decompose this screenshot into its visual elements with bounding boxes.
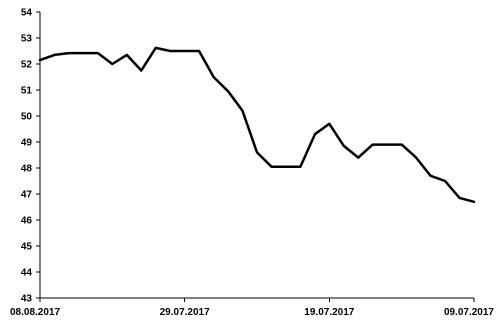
y-tick-label: 46 xyxy=(21,216,33,227)
x-tick-label: 08.08.2017 xyxy=(10,307,60,318)
y-tick-label: 44 xyxy=(21,268,33,279)
y-tick-label: 51 xyxy=(21,86,33,97)
y-tick-label: 45 xyxy=(21,242,33,253)
series-line xyxy=(38,46,476,204)
y-tick-label: 49 xyxy=(21,138,33,149)
x-tick-label: 09.07.2017 xyxy=(444,307,494,318)
series-group xyxy=(38,46,476,204)
y-tick-label: 48 xyxy=(21,164,33,175)
y-tick-label: 43 xyxy=(21,294,33,305)
x-tick-label: 19.07.2017 xyxy=(304,307,354,318)
y-tick-label: 50 xyxy=(21,112,33,123)
y-tick-label: 53 xyxy=(21,34,33,45)
y-tick-label: 52 xyxy=(21,60,33,71)
x-axis-ticks: 08.08.2017 29.07.2017 19.07.2017 09.07.2017 xyxy=(10,298,494,318)
y-tick-label: 47 xyxy=(21,190,33,201)
y-tick-label: 54 xyxy=(21,8,33,19)
axes xyxy=(39,12,474,299)
x-tick-label: 29.07.2017 xyxy=(160,307,210,318)
y-axis-ticks: 43 44 45 46 47 48 49 50 51 52 53 54 xyxy=(21,8,40,305)
